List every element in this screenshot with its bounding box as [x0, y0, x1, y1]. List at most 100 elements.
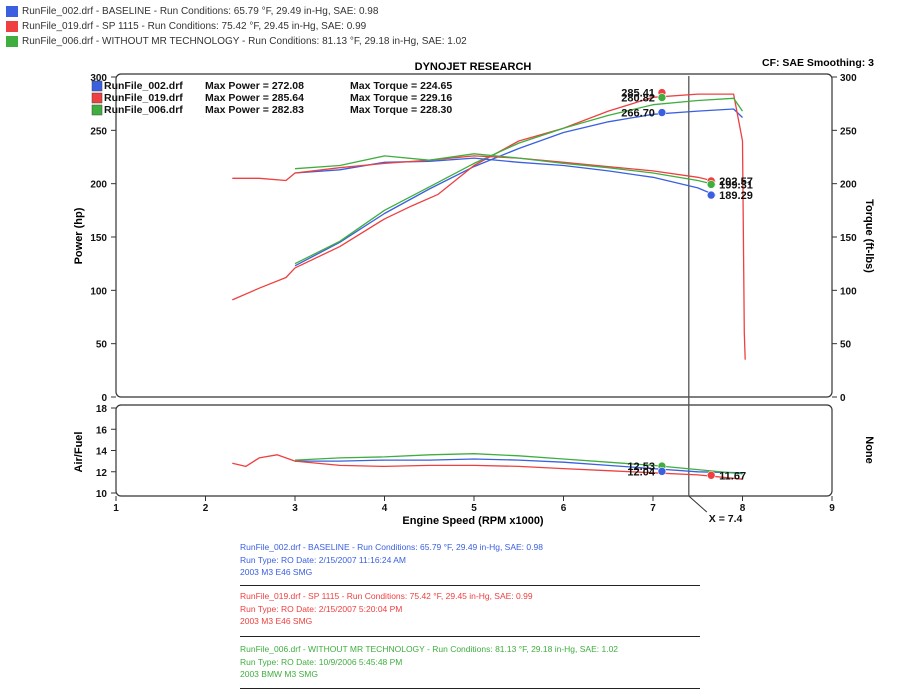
power-axis-label: Power (hp) [73, 207, 85, 264]
legend-swatch [6, 20, 18, 32]
torque-tick-label: 0 [840, 393, 846, 404]
axis-ticks: 1 2 3 4 5 6 7 8 90501001502002503000501001502002… [90, 73, 857, 514]
runfile-006-drf-air-fuel-line [294, 453, 743, 475]
dyno-chart: DYNOJET RESEARCH CF: SAE Smoothing: 3 Po… [73, 57, 875, 527]
run-note-without-mr: RunFile_006.drf - WITHOUT MR TECHNOLOGY … [240, 643, 700, 681]
value-marker-label: 285.41 [621, 88, 655, 100]
torque-tick-label: 100 [840, 286, 857, 297]
divider [240, 636, 700, 637]
run-note-line: RunFile_002.drf - BASELINE - Run Conditi… [240, 542, 543, 552]
value-marker-label: 12.53 [627, 461, 655, 473]
runfile-019-drf-air-fuel-line [232, 454, 743, 480]
air-fuel-tick-label: 14 [96, 447, 108, 458]
rpm-cursor: X = 7.4 [688, 76, 743, 525]
runfile-019-drf-torque-line [232, 155, 716, 183]
value-marker-label: 199.31 [719, 179, 753, 191]
max-table-file: RunFile_019.drf [104, 92, 183, 104]
max-table-swatch [91, 92, 103, 104]
value-marker-label: 189.29 [719, 190, 753, 202]
max-table-power: Max Power = 285.64 [205, 92, 304, 104]
power-tick-label: 300 [90, 73, 107, 84]
x-tick-label: 4 [382, 503, 388, 514]
value-marker-label: 11.67 [719, 470, 746, 482]
power-tick-label: 100 [90, 286, 107, 297]
legend-item-sp1115: RunFile_019.drf - SP 1115 - Run Conditio… [6, 19, 366, 33]
run-note-line: Run Type: RO Date: 2/15/2007 11:16:24 AM [240, 554, 407, 565]
x-tick-label: 1 [113, 503, 119, 514]
power-tick-label: 200 [90, 180, 107, 191]
power-tick-label: 50 [96, 340, 108, 351]
x-tick-label: 8 [740, 503, 746, 514]
max-table-torque: Max Torque = 228.30 [350, 104, 452, 116]
run-note-line: Run Type: RO Date: 10/9/2006 5:45:48 PM [240, 656, 403, 667]
air-fuel-tick-label: 16 [96, 425, 108, 436]
air-fuel-plot-frame [115, 404, 833, 497]
run-note-line: 2003 BMW M3 SMG [240, 669, 318, 680]
air-fuel-tick-label: 12 [96, 468, 108, 479]
value-marker-dot [657, 108, 667, 117]
max-table-torque: Max Torque = 224.65 [350, 80, 452, 92]
x-tick-label: 5 [471, 503, 477, 514]
value-marker-dot [657, 93, 667, 102]
max-table-torque: Max Torque = 229.16 [350, 92, 452, 104]
legend-label: RunFile_019.drf - SP 1115 - Run Conditio… [22, 20, 367, 32]
x-tick-label: 3 [292, 503, 298, 514]
value-marker-label: 266.70 [621, 108, 655, 120]
air-fuel-right-axis-label: None [863, 436, 875, 464]
run-note-line: RunFile_019.drf - SP 1115 - Run Conditio… [240, 591, 533, 601]
legend-label: RunFile_006.drf - WITHOUT MR TECHNOLOGY … [22, 35, 467, 47]
torque-tick-label: 300 [840, 73, 857, 84]
x-axis-label: Engine Speed (RPM x1000) [402, 515, 544, 527]
value-marker-dot [706, 180, 716, 189]
torque-tick-label: 250 [840, 126, 857, 137]
value-marker-label: 280.82 [621, 92, 655, 104]
power-tick-label: 250 [90, 126, 107, 137]
cursor-leader [688, 495, 708, 513]
value-marker-label: 12.04 [627, 466, 655, 478]
air-fuel-tick-label: 10 [96, 489, 108, 500]
air-fuel-tick-label: 18 [96, 404, 108, 415]
data-series [232, 93, 746, 480]
torque-tick-label: 150 [840, 233, 857, 244]
run-note-line: Run Type: RO Date: 2/15/2007 5:20:04 PM [240, 603, 403, 614]
value-marker-dot [706, 470, 716, 480]
max-values-table: RunFile_002.drf Max Power = 272.08 Max Tor… [91, 80, 452, 116]
air-fuel-axis-label: Air/Fuel [73, 432, 85, 473]
legend-item-baseline: RunFile_002.drf - BASELINE - Run Conditi… [6, 4, 378, 18]
run-note-baseline: RunFile_002.drf - BASELINE - Run Conditi… [240, 541, 700, 579]
torque-tick-label: 50 [840, 340, 852, 351]
max-table-power: Max Power = 272.08 [205, 80, 304, 92]
divider [240, 688, 700, 689]
legend-swatch [6, 35, 18, 47]
run-note-line: 2003 M3 E46 SMG [240, 567, 313, 578]
max-table-file: RunFile_006.drf [104, 104, 183, 116]
divider [240, 585, 700, 586]
x-tick-label: 7 [650, 503, 656, 514]
run-note-sp1115: RunFile_019.drf - SP 1115 - Run Conditio… [240, 590, 700, 628]
runfile-006-drf-torque-line [294, 153, 716, 186]
legend-swatch [6, 5, 18, 17]
max-table-swatch [91, 80, 103, 92]
runfile-006-drf-power-line [294, 97, 744, 265]
chart-title: DYNOJET RESEARCH [415, 61, 532, 73]
cursor-label: X = 7.4 [709, 513, 743, 525]
runfile-002-drf-power-line [294, 108, 743, 267]
value-marker-dot [657, 467, 667, 476]
x-tick-label: 2 [203, 503, 209, 514]
max-table-swatch [91, 104, 103, 116]
max-table-power: Max Power = 282.83 [205, 104, 304, 116]
run-note-line: 2003 M3 E46 SMG [240, 616, 313, 627]
value-marker-label: 202.57 [719, 176, 753, 188]
value-marker-dot [706, 190, 716, 200]
correction-factor-label: CF: SAE Smoothing: 3 [762, 57, 874, 69]
legend-item-without-mr: RunFile_006.drf - WITHOUT MR TECHNOLOGY … [6, 34, 467, 48]
power-torque-plot-frame [115, 73, 833, 398]
x-tick-label: 9 [829, 503, 835, 514]
legend-label: RunFile_002.drf - BASELINE - Run Conditi… [22, 5, 379, 17]
torque-axis-label: Torque (ft-lbs) [863, 199, 875, 273]
runfile-002-drf-air-fuel-line [295, 458, 743, 474]
power-tick-label: 0 [101, 393, 107, 404]
run-note-line: RunFile_006.drf - WITHOUT MR TECHNOLOGY … [240, 644, 619, 654]
max-table-file: RunFile_002.drf [104, 80, 183, 92]
